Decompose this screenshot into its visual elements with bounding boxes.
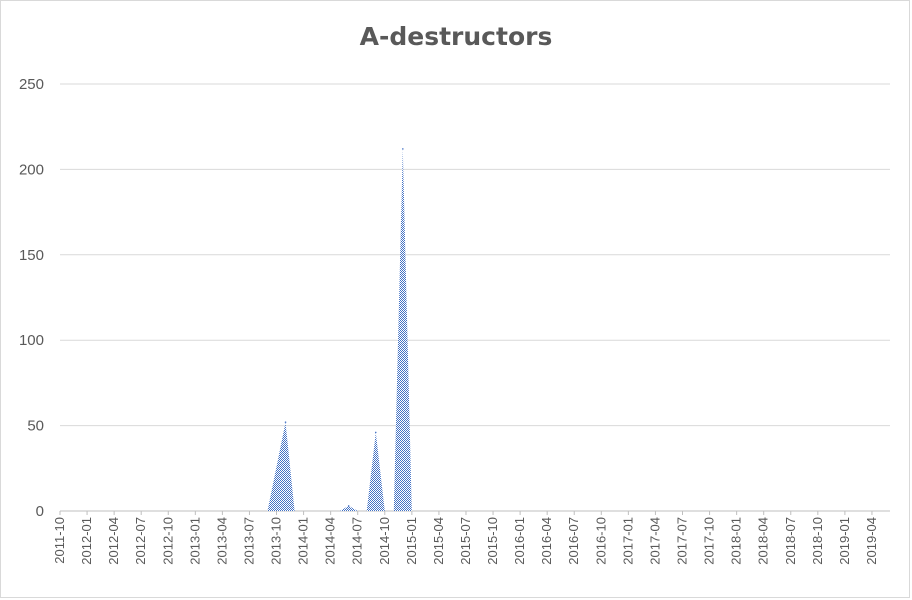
x-tick-label: 2015-04	[431, 517, 446, 565]
y-tick-label: 150	[19, 247, 44, 264]
x-tick-label: 2012-10	[160, 517, 175, 565]
x-tick-label: 2018-01	[729, 517, 744, 565]
data-point	[284, 421, 287, 423]
x-tick-label: 2018-10	[810, 517, 825, 565]
x-tick-label: 2012-07	[133, 517, 148, 565]
y-tick-label: 50	[27, 418, 44, 435]
x-tick-label: 2014-04	[323, 517, 338, 565]
x-tick-label: 2013-04	[214, 517, 229, 565]
x-tick-label: 2019-04	[864, 517, 879, 565]
x-tick-label: 2014-10	[377, 517, 392, 565]
x-tick-label: 2012-04	[106, 517, 121, 565]
x-tick-label: 2013-10	[269, 517, 284, 565]
y-tick-label: 200	[19, 161, 44, 178]
y-tick-label: 0	[36, 503, 44, 520]
x-tick-label: 2017-01	[620, 517, 635, 565]
x-tick-label: 2016-07	[566, 517, 581, 565]
x-tick-label: 2018-04	[756, 517, 771, 565]
data-point	[402, 148, 404, 150]
x-tick-label: 2015-10	[485, 517, 500, 565]
x-tick-label: 2016-10	[593, 517, 608, 565]
x-tick-label: 2014-01	[296, 517, 311, 565]
x-tick-label: 2017-10	[702, 517, 717, 565]
chart-title: A-destructors	[359, 22, 553, 51]
x-tick-label: 2012-01	[79, 517, 94, 565]
x-tick-label: 2013-01	[187, 517, 202, 565]
data-point	[374, 431, 377, 434]
y-tick-label: 250	[19, 76, 44, 93]
y-tick-label: 100	[19, 332, 44, 349]
x-tick-label: 2014-07	[350, 517, 365, 565]
series-area-0	[60, 148, 890, 511]
x-tick-label: 2015-01	[404, 517, 419, 565]
x-tick-label: 2015-07	[458, 517, 473, 565]
x-tick-label: 2016-01	[512, 517, 527, 565]
x-tick-label: 2017-04	[647, 517, 662, 565]
x-tick-label: 2011-10	[52, 517, 67, 564]
x-tick-label: 2019-01	[837, 517, 852, 565]
data-point	[347, 505, 350, 507]
x-tick-label: 2016-04	[539, 517, 554, 565]
x-tick-label: 2013-07	[241, 517, 256, 565]
x-tick-label: 2017-07	[675, 517, 690, 565]
x-tick-label: 2018-07	[783, 517, 798, 565]
